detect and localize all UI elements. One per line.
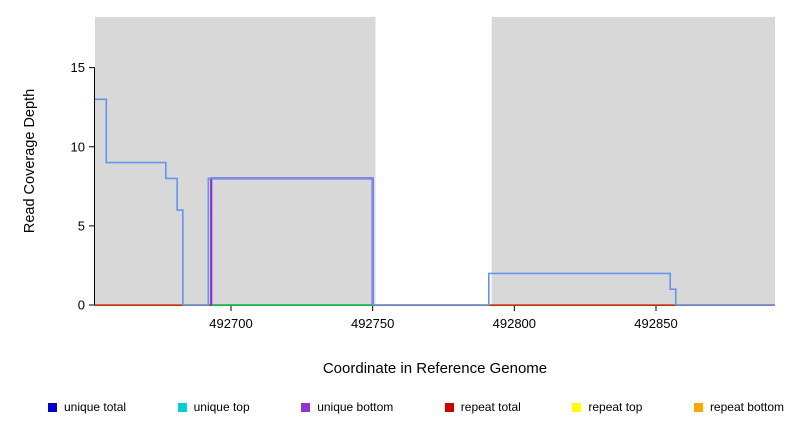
- y-tick-label: 0: [78, 298, 85, 313]
- x-tick-label: 492750: [351, 316, 394, 331]
- legend-swatch-icon: [572, 402, 582, 412]
- legend-swatch-icon: [48, 402, 57, 412]
- y-tick-label: 5: [78, 218, 85, 233]
- x-axis-title: Coordinate in Reference Genome: [322, 360, 548, 377]
- legend-label: unique bottom: [317, 400, 394, 414]
- legend-label: unique top: [193, 400, 250, 414]
- y-tick-label: 10: [71, 139, 85, 154]
- y-tick-label: 15: [71, 60, 85, 75]
- shaded-region-1: [491, 17, 775, 305]
- legend-item-unique-top: unique top: [177, 400, 250, 414]
- legend-swatch-icon: [301, 402, 311, 412]
- legend-item-repeat-bottom: repeat bottom: [693, 400, 784, 414]
- legend-label: repeat bottom: [709, 400, 784, 414]
- legend-label: repeat top: [588, 400, 643, 414]
- legend-swatch-icon: [444, 402, 454, 412]
- legend: unique total unique top unique bottom repea…: [48, 400, 784, 414]
- legend-label: unique total: [64, 400, 127, 414]
- legend-item-unique-total: unique total: [48, 400, 126, 414]
- x-tick-label: 492800: [493, 316, 536, 331]
- x-tick-label: 492850: [634, 316, 677, 331]
- legend-swatch-icon: [177, 402, 187, 412]
- legend-item-unique-bottom: unique bottom: [301, 400, 393, 414]
- x-tick-label: 492700: [209, 316, 252, 331]
- y-axis-title: Read Coverage Depth: [22, 88, 38, 234]
- legend-item-repeat-top: repeat top: [572, 400, 642, 414]
- legend-label: repeat total: [460, 400, 521, 414]
- legend-item-repeat-total: repeat total: [444, 400, 521, 414]
- series-unique-total: [95, 98, 775, 306]
- shaded-region-0: [95, 17, 376, 305]
- legend-swatch-icon: [693, 402, 703, 412]
